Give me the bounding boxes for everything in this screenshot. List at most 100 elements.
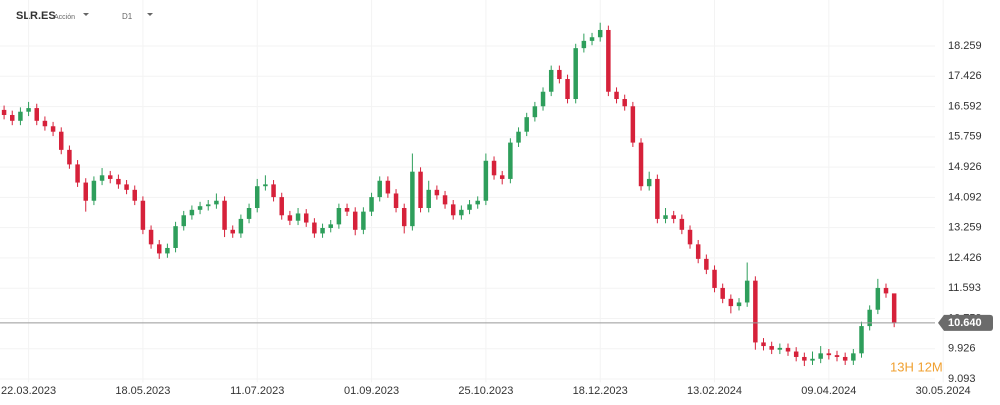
- candle-body: [26, 108, 31, 112]
- symbol[interactable]: SLR.ES: [16, 10, 56, 22]
- x-tick-label: 18.05.2023: [115, 385, 170, 397]
- candle-body: [418, 171, 423, 209]
- candle-body: [736, 302, 742, 307]
- y-tick-label: 12.426: [948, 252, 982, 264]
- candle-body: [263, 184, 268, 187]
- axes: 18.259 17.426 16.592 15.759 14.926 14.092 13.2…: [0, 40, 993, 397]
- candle-body: [597, 29, 603, 38]
- candle-body: [532, 106, 538, 118]
- x-tick-label: 30.05.2024: [916, 385, 971, 397]
- instrument-type: Acción: [54, 14, 75, 21]
- x-tick-label: 18.12.2023: [573, 385, 628, 397]
- candle-body: [34, 108, 39, 121]
- candle-body: [352, 211, 358, 230]
- candle-body: [524, 117, 529, 132]
- candle-body: [712, 269, 717, 288]
- candle-body: [891, 293, 897, 323]
- y-tick-label: 13.259: [948, 222, 982, 234]
- timeframe[interactable]: D1: [122, 12, 133, 21]
- candle-body: [410, 171, 415, 227]
- candle-body: [107, 175, 113, 179]
- candle-body: [793, 351, 799, 357]
- y-tick-label: 16.592: [948, 100, 982, 112]
- candle-body: [695, 244, 701, 259]
- candle-body: [499, 175, 505, 179]
- candle-body: [116, 178, 121, 185]
- candle-body: [540, 91, 546, 107]
- x-tick-label: 22.03.2023: [1, 385, 56, 397]
- candle-body: [295, 213, 301, 221]
- candle-body: [842, 356, 848, 361]
- candle-body: [181, 215, 186, 227]
- candle-body: [769, 346, 774, 350]
- candle-body: [401, 208, 407, 227]
- candle-body: [173, 226, 178, 248]
- y-tick-label: 17.426: [948, 70, 982, 82]
- candle-body: [336, 208, 342, 225]
- candle-body: [246, 208, 252, 219]
- grid: [0, 0, 944, 383]
- dropdown-arrow[interactable]: [83, 13, 89, 16]
- y-tick-label: 11.593: [948, 282, 981, 294]
- candle-body: [720, 287, 725, 299]
- x-tick-label: 25.10.2023: [458, 385, 513, 397]
- candle-body: [238, 218, 244, 234]
- candle-body: [214, 200, 219, 205]
- candle-body: [565, 79, 570, 100]
- candle-body: [312, 222, 317, 234]
- last-price-label: 10.640: [948, 317, 982, 329]
- candle-body: [91, 180, 97, 201]
- candle-body: [140, 200, 146, 230]
- candle-body: [10, 114, 15, 121]
- candle-body: [271, 184, 276, 198]
- candle-body: [851, 353, 856, 361]
- x-tick-label: 09.04.2024: [801, 385, 856, 397]
- candle-body: [361, 211, 366, 230]
- candle-body: [320, 227, 325, 234]
- y-tick-label: 14.926: [948, 161, 982, 173]
- candle-body: [1, 109, 7, 115]
- candle-body: [867, 309, 872, 327]
- candle-body: [222, 200, 227, 230]
- candle-body: [614, 91, 619, 100]
- candle-body: [377, 180, 382, 198]
- candle-body: [67, 149, 72, 165]
- candle-body: [646, 178, 652, 187]
- x-tick-label: 13.02.2024: [687, 385, 742, 397]
- y-tick-label: 9.093: [948, 373, 976, 385]
- candle-body: [450, 204, 456, 216]
- candle-body: [826, 353, 832, 356]
- candle-body: [303, 213, 309, 223]
- candle-body: [197, 206, 203, 210]
- countdown: 13H 12M: [890, 359, 943, 374]
- candle-body: [704, 258, 709, 270]
- candle-body: [459, 209, 464, 216]
- candle-body: [279, 197, 284, 216]
- candle-body: [516, 131, 521, 143]
- candle-body: [50, 126, 56, 132]
- candle-body: [156, 244, 162, 254]
- dropdown-arrow[interactable]: [147, 13, 153, 16]
- candle-body: [426, 189, 431, 209]
- candle-body: [622, 99, 627, 107]
- candle-body: [687, 229, 693, 245]
- candle-body: [124, 184, 129, 190]
- candle-body: [434, 189, 440, 196]
- candle-body: [205, 204, 211, 207]
- y-tick-label: 15.759: [948, 131, 982, 143]
- last-price-tag: [938, 314, 993, 331]
- candle-body: [810, 358, 815, 361]
- x-tick-label: 01.09.2023: [344, 385, 399, 397]
- candle-body: [548, 69, 554, 92]
- candle-body: [483, 160, 489, 201]
- candle-body: [557, 69, 562, 80]
- candle-body: [508, 142, 513, 179]
- candle-body: [581, 40, 587, 49]
- candle-body: [728, 298, 734, 307]
- candle-body: [467, 204, 472, 210]
- candle-body: [883, 287, 889, 294]
- candle-body: [148, 229, 154, 245]
- candle-body: [385, 180, 391, 194]
- candle-body: [83, 182, 88, 201]
